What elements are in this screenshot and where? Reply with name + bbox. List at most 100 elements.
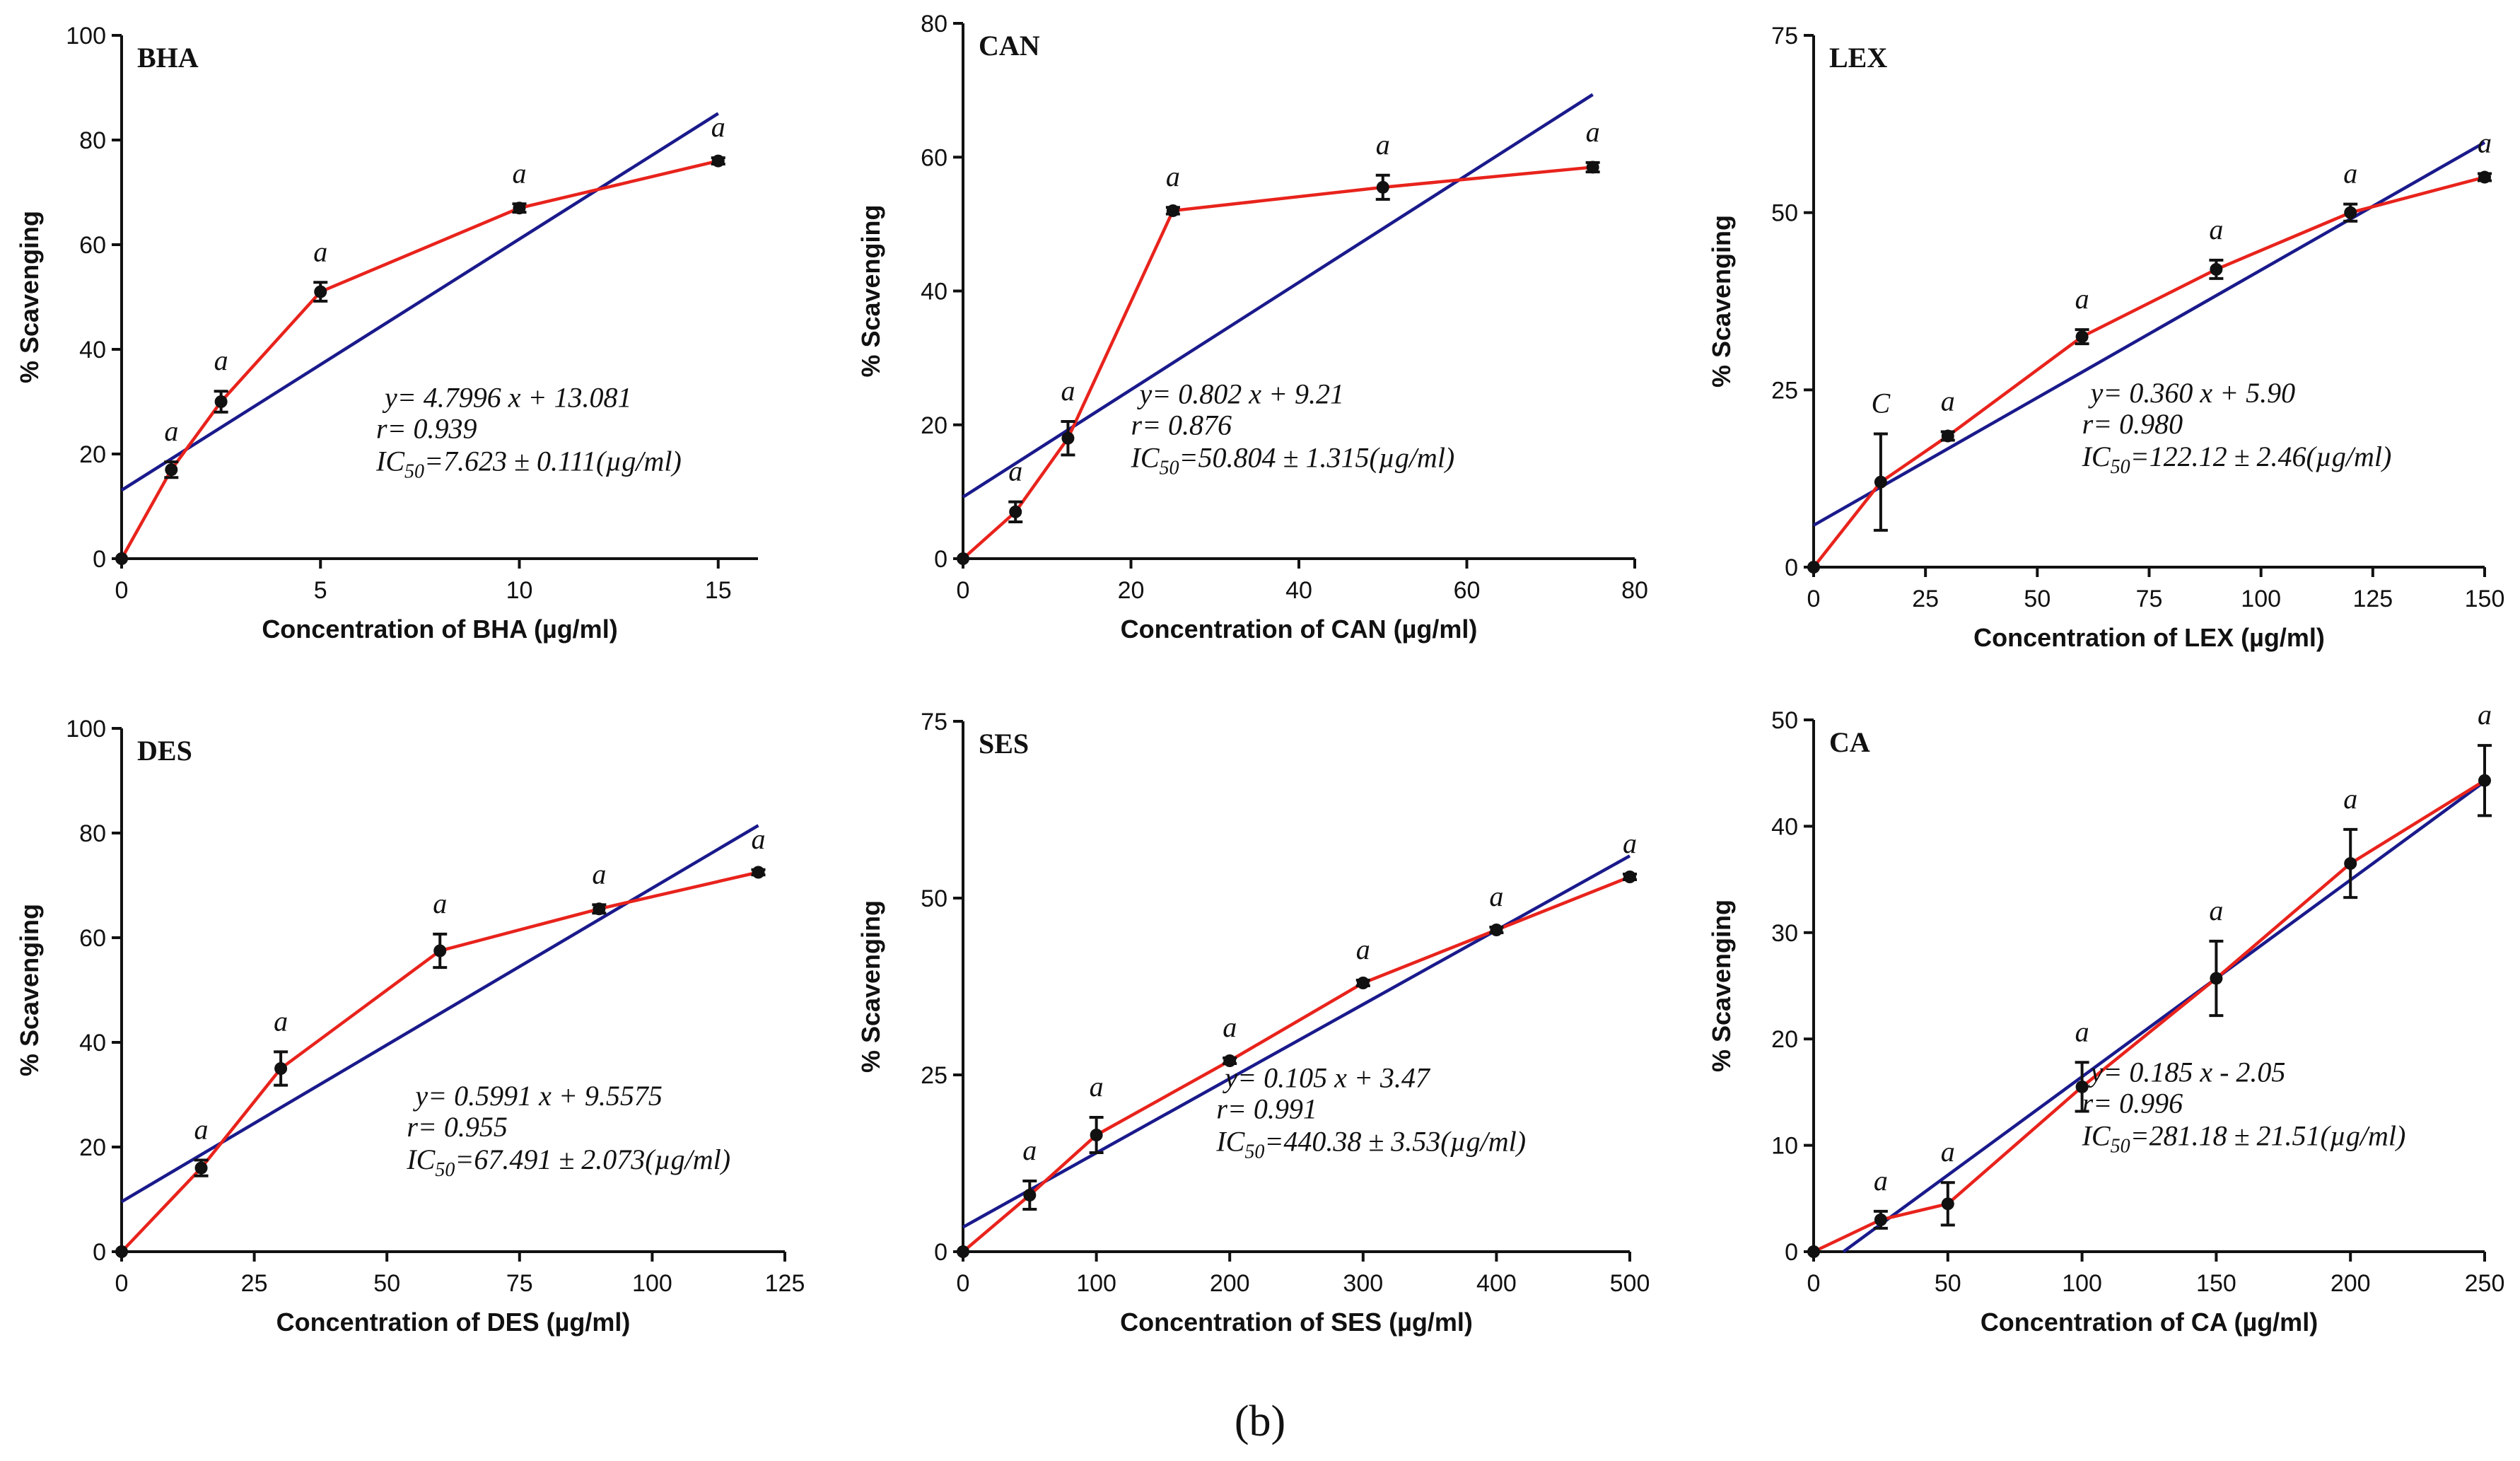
x-tick-label: 15 [705,577,732,604]
y-tick-label: 0 [93,1239,106,1266]
y-tick-label: 0 [1785,554,1798,581]
ic50-value: IC50=67.491 ± 2.073(µg/ml) [406,1143,730,1181]
data-point [165,463,178,477]
y-tick-label: 100 [66,23,106,50]
x-tick-label: 10 [506,577,533,604]
data-point [1874,475,1887,489]
y-tick-label: 0 [934,546,947,573]
correlation-value: r= 0.955 [407,1111,508,1143]
data-point [2210,972,2223,985]
y-tick-label: 75 [921,709,947,735]
y-tick-label: 60 [921,144,947,171]
x-tick-label: 40 [1285,577,1312,604]
panel-title: LEX [1829,42,1887,74]
data-point [1941,1197,1954,1211]
x-tick-label: 80 [1621,577,1648,604]
regression-equation: y= 4.7996 x + 13.081 [382,381,632,413]
y-axis-title: % Scavenging [856,204,885,377]
y-axis-title: % Scavenging [15,211,44,383]
y-tick-label: 60 [79,232,106,259]
x-tick-label: 150 [2196,1270,2236,1297]
x-tick-label: 250 [2465,1270,2505,1297]
x-tick-label: 200 [1210,1270,1250,1297]
data-point [1586,161,1599,174]
significance-label: a [513,157,527,189]
y-axis-title: % Scavenging [1707,215,1736,388]
data-point [2344,857,2357,871]
y-tick-label: 40 [1771,813,1798,840]
chart-panel-bha: 0 20 40 60 80 100 0 5 10 15 Concentration of BHA (… [15,23,758,644]
fit-line [962,93,1594,499]
x-axis-title: Concentration of SES (µg/ml) [1120,1308,1473,1337]
data-point [1874,1213,1887,1226]
fit-line [1842,780,2486,1253]
y-tick-label: 10 [1771,1133,1798,1160]
regression-equation: y= 0.5991 x + 9.5575 [412,1080,663,1112]
y-tick-label: 20 [921,412,947,439]
fit-line [120,112,719,492]
data-point [1807,561,1820,574]
data-point [1941,429,1954,443]
x-tick-label: 50 [373,1270,400,1297]
significance-label: a [1022,1134,1037,1166]
significance-label: a [1376,129,1390,161]
y-tick-label: 30 [1771,920,1798,947]
y-tick-label: 40 [921,279,947,305]
y-tick-label: 50 [1771,707,1798,734]
significance-label: a [2343,158,2357,190]
data-point [2210,262,2223,276]
x-tick-label: 5 [314,577,327,604]
significance-label: a [1223,1011,1237,1043]
x-tick-label: 200 [2331,1270,2371,1297]
regression-equation: y= 0.185 x - 2.05 [2088,1056,2286,1088]
data-point [433,944,447,957]
x-tick-label: 100 [2241,586,2281,612]
y-tick-label: 50 [921,885,947,912]
significance-label: a [1623,827,1637,859]
y-tick-label: 80 [79,127,106,154]
correlation-value: r= 0.876 [1131,409,1232,441]
significance-label: a [1008,455,1022,487]
significance-label: a [1489,880,1503,912]
significance-label: a [2478,127,2492,159]
regression-equation: y= 0.105 x + 3.47 [1222,1062,1430,1094]
significance-label: a [164,415,178,447]
x-tick-label: 0 [957,577,970,604]
series-line [120,159,719,560]
y-tick-label: 50 [1771,200,1798,227]
data-point [2344,206,2357,219]
data-point [1023,1189,1037,1201]
data-point [1376,180,1389,194]
x-tick-label: 0 [115,1270,129,1297]
data-point [115,1245,128,1258]
x-tick-label: 25 [1912,586,1939,612]
x-axis-title: Concentration of LEX (µg/ml) [1973,623,2325,652]
x-tick-label: 60 [1454,577,1481,604]
significance-label: a [1166,161,1180,192]
y-tick-label: 40 [79,1030,106,1057]
significance-label: a [2075,283,2089,315]
y-axis-title: % Scavenging [15,904,44,1076]
x-tick-label: 25 [241,1270,268,1297]
x-tick-label: 100 [2062,1270,2102,1297]
significance-label: a [274,1005,288,1037]
data-point [1166,204,1179,217]
x-tick-label: 500 [1610,1270,1650,1297]
y-tick-label: 80 [79,820,106,847]
x-tick-label: 0 [1807,1270,1821,1297]
data-point [274,1062,288,1075]
y-tick-label: 25 [921,1062,947,1089]
x-tick-label: 0 [115,577,129,604]
x-tick-label: 100 [1076,1270,1116,1297]
x-axis-title: Concentration of CA (µg/ml) [1981,1308,2318,1337]
data-point [214,395,228,408]
y-tick-label: 75 [1771,23,1798,50]
data-point [1090,1129,1103,1141]
y-tick-label: 0 [934,1239,947,1266]
y-tick-label: 0 [93,546,106,573]
significance-label: a [2343,783,2357,815]
x-tick-label: 0 [957,1270,970,1297]
data-point [2075,330,2089,344]
